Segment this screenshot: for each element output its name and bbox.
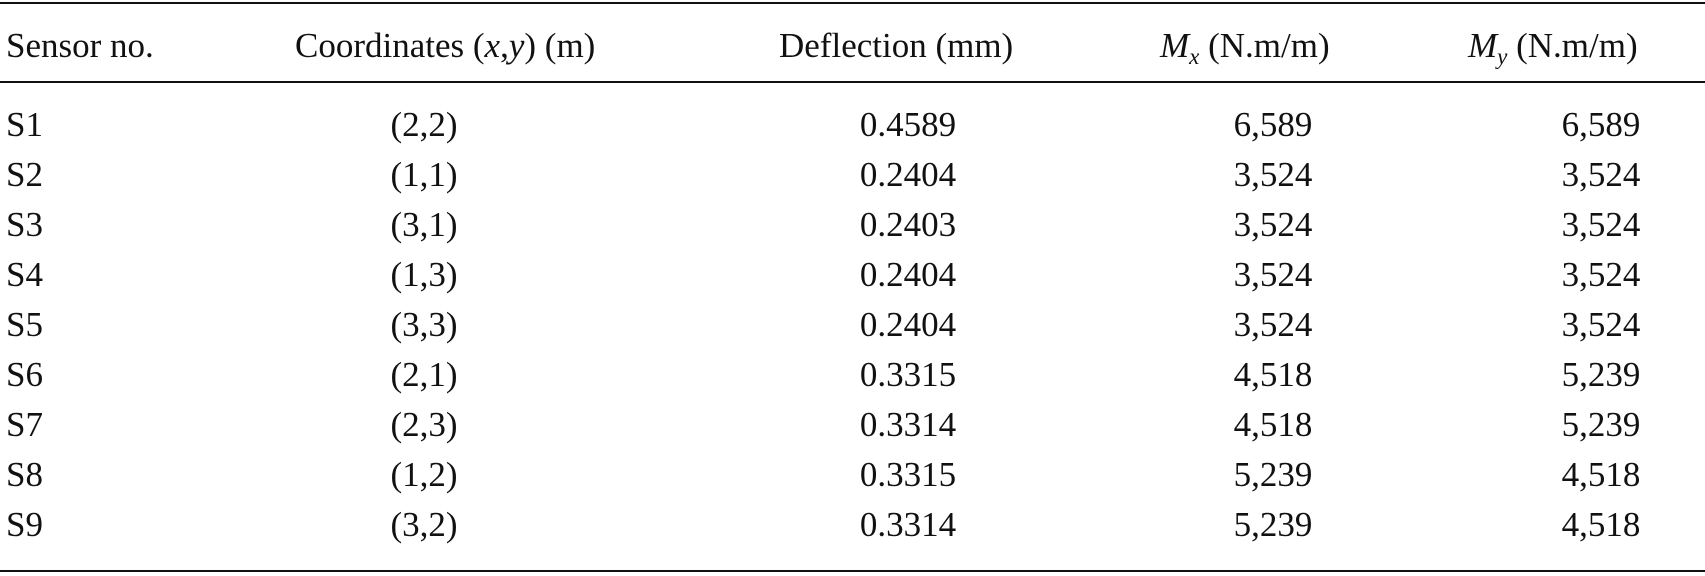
- header-coordinates-prefix: Coordinates (: [295, 26, 485, 65]
- cell-sensor: S2: [6, 155, 43, 194]
- cell-my: 6,589: [1561, 105, 1641, 144]
- cell-deflection: 0.3314: [859, 405, 957, 444]
- cell-my: 5,239: [1561, 355, 1641, 394]
- table-row: S8 (1,2) 0.3315 5,239 4,518: [0, 454, 1705, 504]
- table-row: S2 (1,1) 0.2404 3,524 3,524: [0, 154, 1705, 204]
- cell-mx: 5,239: [1233, 455, 1313, 494]
- cell-deflection: 0.2403: [859, 205, 957, 244]
- table-row: S9 (3,2) 0.3314 5,239 4,518: [0, 504, 1705, 554]
- header-mx-symbol: M: [1160, 26, 1190, 65]
- cell-sensor: S1: [6, 105, 43, 144]
- cell-deflection: 0.3314: [859, 505, 957, 544]
- cell-deflection: 0.2404: [859, 255, 957, 294]
- cell-my: 3,524: [1561, 205, 1641, 244]
- table-bottom-rule: [0, 570, 1705, 572]
- cell-deflection: 0.4589: [859, 105, 957, 144]
- cell-sensor: S8: [6, 455, 43, 494]
- cell-sensor: S6: [6, 355, 43, 394]
- cell-deflection: 0.3315: [859, 355, 957, 394]
- cell-mx: 4,518: [1233, 405, 1313, 444]
- header-deflection: Deflection (mm): [779, 26, 1014, 65]
- header-coordinates-comma: ,: [500, 26, 509, 65]
- cell-coordinates: (3,2): [390, 505, 458, 544]
- header-sensor-no: Sensor no.: [6, 26, 154, 65]
- header-my-symbol: M: [1468, 26, 1498, 65]
- header-coordinates-y: y: [508, 26, 525, 65]
- table-header: Sensor no. Coordinates (x,y) (m) Deflect…: [0, 24, 1705, 69]
- cell-my: 5,239: [1561, 405, 1641, 444]
- table-row: S5 (3,3) 0.2404 3,524 3,524: [0, 304, 1705, 354]
- cell-coordinates: (2,2): [390, 105, 458, 144]
- cell-mx: 5,239: [1233, 505, 1313, 544]
- table-row: S1 (2,2) 0.4589 6,589 6,589: [0, 104, 1705, 154]
- table-body: S1 (2,2) 0.4589 6,589 6,589 S2 (1,1) 0.2…: [0, 104, 1705, 554]
- cell-sensor: S3: [6, 205, 43, 244]
- cell-coordinates: (3,1): [390, 205, 458, 244]
- cell-mx: 3,524: [1233, 305, 1313, 344]
- table-row: S6 (2,1) 0.3315 4,518 5,239: [0, 354, 1705, 404]
- header-mx-unit: (N.m/m): [1199, 26, 1330, 65]
- cell-my: 3,524: [1561, 305, 1641, 344]
- table-header-rule: [0, 81, 1705, 83]
- header-coordinates: Coordinates (x,y) (m): [295, 24, 595, 68]
- cell-deflection: 0.2404: [859, 155, 957, 194]
- cell-mx: 3,524: [1233, 255, 1313, 294]
- header-coordinates-suffix: ) (m): [524, 26, 596, 65]
- cell-mx: 3,524: [1233, 155, 1313, 194]
- header-my-unit: (N.m/m): [1507, 26, 1638, 65]
- header-mx: Mx (N.m/m): [1160, 24, 1330, 79]
- header-coordinates-x: x: [484, 26, 501, 65]
- header-mx-subscript: x: [1189, 44, 1200, 69]
- cell-sensor: S7: [6, 405, 43, 444]
- cell-mx: 3,524: [1233, 205, 1313, 244]
- cell-coordinates: (1,2): [390, 455, 458, 494]
- cell-my: 3,524: [1561, 255, 1641, 294]
- cell-deflection: 0.2404: [859, 305, 957, 344]
- cell-mx: 6,589: [1233, 105, 1313, 144]
- cell-my: 3,524: [1561, 155, 1641, 194]
- cell-my: 4,518: [1561, 505, 1641, 544]
- cell-sensor: S4: [6, 255, 43, 294]
- cell-coordinates: (3,3): [390, 305, 458, 344]
- table-row: S4 (1,3) 0.2404 3,524 3,524: [0, 254, 1705, 304]
- cell-sensor: S5: [6, 305, 43, 344]
- cell-my: 4,518: [1561, 455, 1641, 494]
- cell-coordinates: (2,3): [390, 405, 458, 444]
- cell-mx: 4,518: [1233, 355, 1313, 394]
- table-top-rule: [0, 2, 1705, 4]
- cell-sensor: S9: [6, 505, 43, 544]
- cell-coordinates: (1,3): [390, 255, 458, 294]
- cell-coordinates: (1,1): [390, 155, 458, 194]
- header-my-subscript: y: [1497, 44, 1508, 69]
- cell-deflection: 0.3315: [859, 455, 957, 494]
- table-row: S3 (3,1) 0.2403 3,524 3,524: [0, 204, 1705, 254]
- header-my: My (N.m/m): [1468, 24, 1638, 79]
- cell-coordinates: (2,1): [390, 355, 458, 394]
- table-row: S7 (2,3) 0.3314 4,518 5,239: [0, 404, 1705, 454]
